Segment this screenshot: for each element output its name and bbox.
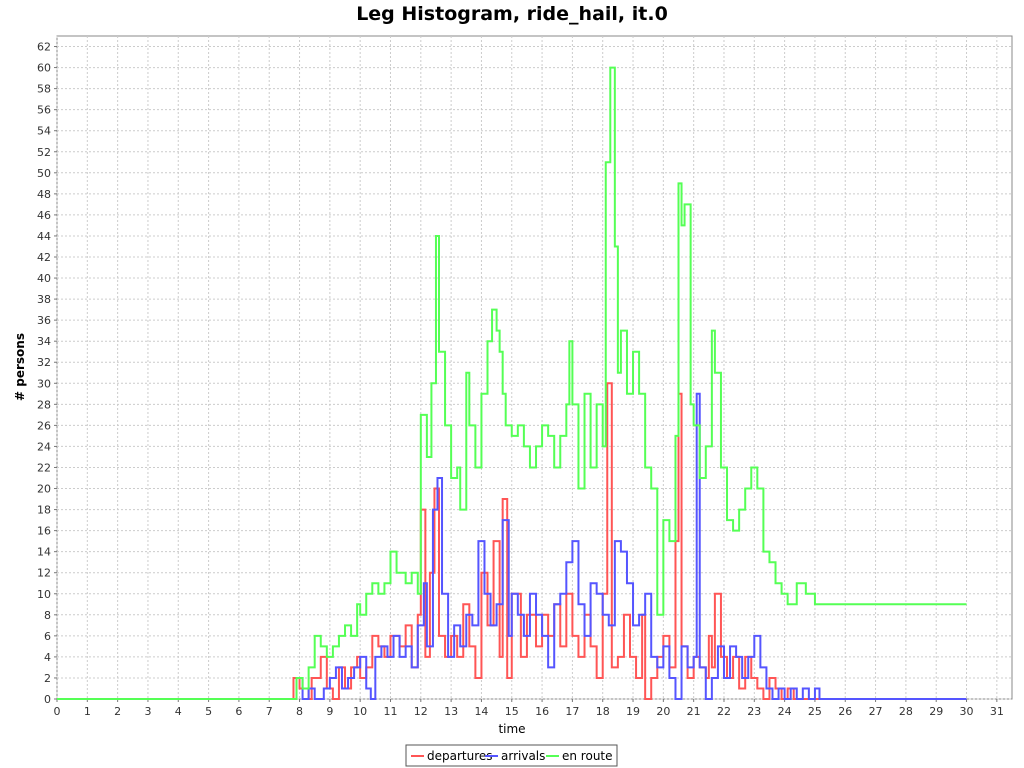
y-axis: 0246810121416182022242628303234363840424…: [37, 41, 57, 706]
x-tick-label: 4: [175, 705, 182, 718]
x-tick-label: 16: [535, 705, 549, 718]
x-tick-label: 30: [960, 705, 974, 718]
x-tick-label: 19: [626, 705, 640, 718]
x-tick-label: 15: [505, 705, 519, 718]
legend-label-arrivals: arrivals: [501, 749, 545, 763]
y-tick-label: 40: [37, 272, 51, 285]
y-tick-label: 56: [37, 104, 51, 117]
y-tick-label: 24: [37, 440, 51, 453]
x-tick-label: 29: [929, 705, 943, 718]
y-tick-label: 60: [37, 62, 51, 75]
x-tick-label: 13: [444, 705, 458, 718]
y-tick-label: 36: [37, 314, 51, 327]
x-tick-label: 2: [114, 705, 121, 718]
series-line-departures: [57, 382, 967, 700]
x-axis: 0 1 2 3 4 5 6 7 8 9 10 11 12 13 14 15 16 17 18 19 20 21 22 23 24…: [54, 699, 1004, 718]
x-tick-label: 24: [778, 705, 792, 718]
legend-box: [405, 744, 618, 767]
y-tick-label: 26: [37, 419, 51, 432]
x-tick-label: 3: [144, 705, 151, 718]
y-tick-label: 32: [37, 356, 51, 369]
chart-title: Leg Histogram, ride_hail, it.0: [356, 3, 668, 25]
x-tick-label: 25: [808, 705, 822, 718]
y-tick-label: 12: [37, 567, 51, 580]
x-tick-label: 22: [717, 705, 731, 718]
x-tick-label: 1: [84, 705, 91, 718]
y-tick-label: 54: [37, 125, 51, 138]
y-tick-label: 6: [44, 630, 51, 643]
y-tick-label: 52: [37, 146, 51, 159]
y-tick-label: 30: [37, 377, 51, 390]
y-tick-label: 58: [37, 83, 51, 96]
x-axis-title: time: [498, 722, 525, 736]
series-lines: [57, 66, 967, 700]
y-tick-label: 62: [37, 41, 51, 54]
y-tick-label: 42: [37, 251, 51, 264]
x-tick-label: 18: [596, 705, 610, 718]
x-tick-label: 26: [838, 705, 852, 718]
y-tick-label: 44: [37, 230, 51, 243]
x-tick-label: 5: [205, 705, 212, 718]
series-line-arrivals: [57, 392, 967, 700]
y-tick-label: 16: [37, 525, 51, 538]
y-tick-label: 18: [37, 504, 51, 517]
y-tick-label: 0: [44, 693, 51, 706]
x-tick-label: 31: [990, 705, 1004, 718]
x-tick-label: 23: [747, 705, 761, 718]
x-tick-label: 7: [266, 705, 273, 718]
y-tick-label: 10: [37, 588, 51, 601]
y-axis-title: # persons: [13, 333, 27, 401]
x-tick-label: 21: [687, 705, 701, 718]
legend-label-departures: departures: [427, 749, 493, 763]
y-tick-label: 34: [37, 335, 51, 348]
x-tick-label: 10: [353, 705, 367, 718]
legend: departures arrivals en route: [405, 744, 618, 767]
x-tick-label: 12: [414, 705, 428, 718]
y-tick-label: 4: [44, 651, 51, 664]
y-tick-label: 20: [37, 483, 51, 496]
x-tick-label: 9: [326, 705, 333, 718]
y-tick-label: 38: [37, 293, 51, 306]
legend-label-en-route: en route: [562, 749, 613, 763]
x-tick-label: 27: [869, 705, 883, 718]
x-tick-label: 17: [565, 705, 579, 718]
x-tick-label: 28: [899, 705, 913, 718]
y-tick-label: 46: [37, 209, 51, 222]
plot-area: [56, 35, 1013, 700]
x-tick-label: 8: [296, 705, 303, 718]
y-tick-label: 50: [37, 167, 51, 180]
y-tick-label: 14: [37, 546, 51, 559]
x-tick-label: 0: [54, 705, 61, 718]
y-tick-label: 8: [44, 609, 51, 622]
x-tick-label: 14: [474, 705, 488, 718]
y-tick-label: 2: [44, 672, 51, 685]
y-tick-label: 22: [37, 461, 51, 474]
x-tick-label: 11: [383, 705, 397, 718]
series-line-en-route: [57, 66, 967, 700]
y-tick-label: 28: [37, 398, 51, 411]
x-tick-label: 6: [235, 705, 242, 718]
x-tick-label: 20: [656, 705, 670, 718]
y-tick-label: 48: [37, 188, 51, 201]
